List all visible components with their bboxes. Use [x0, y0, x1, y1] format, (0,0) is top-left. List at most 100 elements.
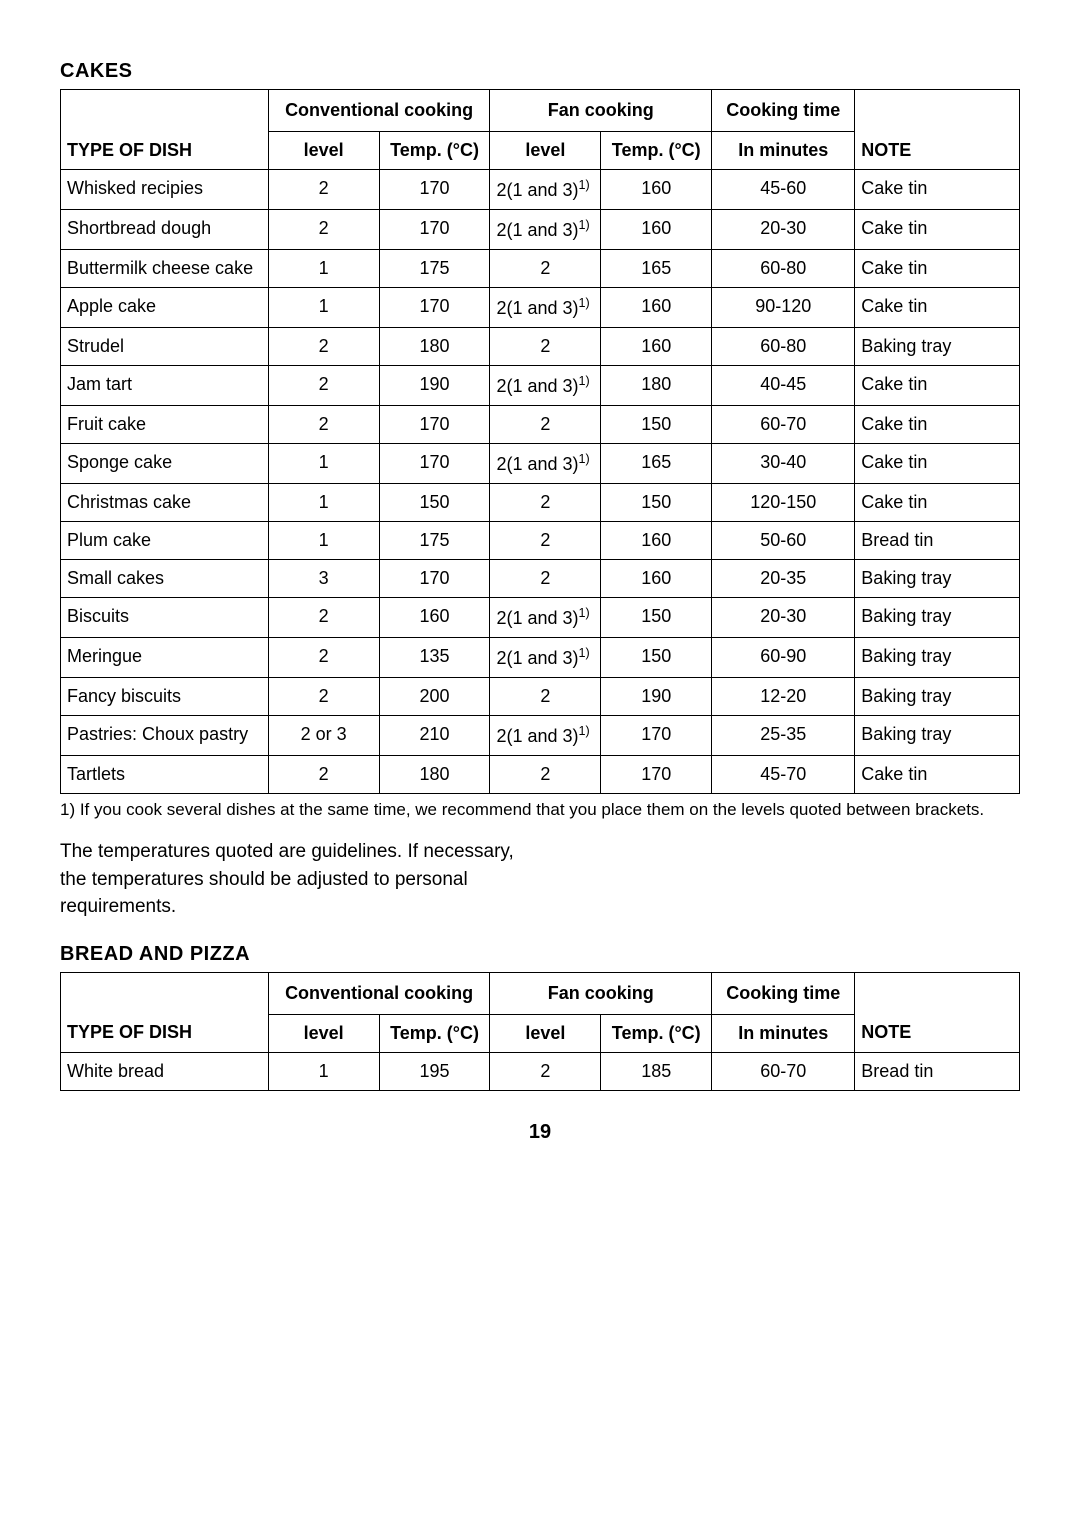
- bread-table: Conventional cooking Fan cooking Cooking…: [60, 972, 1020, 1091]
- note-cell: Baking tray: [855, 598, 1020, 638]
- conv-level-cell: 3: [268, 560, 379, 598]
- bread-note-header: NOTE: [855, 1014, 1020, 1052]
- cakes-conv-level-header: level: [268, 132, 379, 170]
- time-cell: 30-40: [712, 444, 855, 484]
- note-cell: Cake tin: [855, 366, 1020, 406]
- fan-temp-cell: 160: [601, 560, 712, 598]
- dish-cell: Jam tart: [61, 366, 269, 406]
- fan-level-cell: 2: [490, 406, 601, 444]
- time-cell: 25-35: [712, 716, 855, 756]
- note-cell: Baking tray: [855, 678, 1020, 716]
- table-row: Jam tart21902(1 and 3)1)18040-45Cake tin: [61, 366, 1020, 406]
- fan-temp-cell: 170: [601, 716, 712, 756]
- table-row: Fruit cake2170215060-70Cake tin: [61, 406, 1020, 444]
- conv-temp-cell: 175: [379, 250, 490, 288]
- note-cell: Baking tray: [855, 328, 1020, 366]
- conv-level-cell: 2 or 3: [268, 716, 379, 756]
- time-cell: 120-150: [712, 484, 855, 522]
- note-cell: Cake tin: [855, 288, 1020, 328]
- note-cell: Cake tin: [855, 210, 1020, 250]
- time-cell: 40-45: [712, 366, 855, 406]
- note-cell: Bread tin: [855, 522, 1020, 560]
- cakes-fan-temp-header: Temp. (°C): [601, 132, 712, 170]
- conv-temp-cell: 170: [379, 560, 490, 598]
- dish-cell: Pastries: Choux pastry: [61, 716, 269, 756]
- table-row: Small cakes3170216020-35Baking tray: [61, 560, 1020, 598]
- dish-cell: Whisked recipies: [61, 170, 269, 210]
- fan-level-cell: 2: [490, 1052, 601, 1090]
- fan-temp-cell: 165: [601, 250, 712, 288]
- fan-level-cell: 2(1 and 3)1): [490, 444, 601, 484]
- conv-level-cell: 2: [268, 210, 379, 250]
- dish-cell: Fruit cake: [61, 406, 269, 444]
- fan-level-cell: 2: [490, 484, 601, 522]
- note-cell: Cake tin: [855, 170, 1020, 210]
- fan-level-cell: 2: [490, 678, 601, 716]
- note-cell: Cake tin: [855, 406, 1020, 444]
- table-row: Fancy biscuits2200219012-20Baking tray: [61, 678, 1020, 716]
- dish-cell: Strudel: [61, 328, 269, 366]
- fan-level-cell: 2: [490, 756, 601, 794]
- conv-temp-cell: 210: [379, 716, 490, 756]
- dish-cell: Apple cake: [61, 288, 269, 328]
- bread-fan-header: Fan cooking: [490, 972, 712, 1014]
- time-cell: 60-70: [712, 1052, 855, 1090]
- time-cell: 60-80: [712, 328, 855, 366]
- dish-cell: White bread: [61, 1052, 269, 1090]
- cakes-table: Conventional cooking Fan cooking Cooking…: [60, 89, 1020, 794]
- fan-level-cell: 2: [490, 250, 601, 288]
- conv-temp-cell: 170: [379, 210, 490, 250]
- dish-cell: Christmas cake: [61, 484, 269, 522]
- conv-temp-cell: 180: [379, 756, 490, 794]
- bread-section-title: BREAD AND PIZZA: [60, 943, 1020, 966]
- dish-cell: Small cakes: [61, 560, 269, 598]
- conv-level-cell: 2: [268, 366, 379, 406]
- conv-level-cell: 2: [268, 598, 379, 638]
- conv-temp-cell: 170: [379, 444, 490, 484]
- cakes-conv-temp-header: Temp. (°C): [379, 132, 490, 170]
- conv-temp-cell: 170: [379, 406, 490, 444]
- dish-cell: Meringue: [61, 638, 269, 678]
- bread-fan-level-header: level: [490, 1014, 601, 1052]
- conv-level-cell: 1: [268, 288, 379, 328]
- table-row: White bread1195218560-70Bread tin: [61, 1052, 1020, 1090]
- bread-conventional-header: Conventional cooking: [268, 972, 490, 1014]
- conv-level-cell: 2: [268, 638, 379, 678]
- dish-cell: Plum cake: [61, 522, 269, 560]
- table-row: Biscuits21602(1 and 3)1)15020-30Baking t…: [61, 598, 1020, 638]
- fan-level-cell: 2(1 and 3)1): [490, 598, 601, 638]
- cakes-section-title: CAKES: [60, 60, 1020, 83]
- table-row: Sponge cake11702(1 and 3)1)16530-40Cake …: [61, 444, 1020, 484]
- fan-temp-cell: 150: [601, 406, 712, 444]
- conv-temp-cell: 135: [379, 638, 490, 678]
- cakes-fan-level-header: level: [490, 132, 601, 170]
- cakes-minutes-header: In minutes: [712, 132, 855, 170]
- bread-cooktime-header: Cooking time: [712, 972, 855, 1014]
- conv-level-cell: 2: [268, 170, 379, 210]
- table-row: Plum cake1175216050-60Bread tin: [61, 522, 1020, 560]
- dish-cell: Sponge cake: [61, 444, 269, 484]
- note-cell: Cake tin: [855, 756, 1020, 794]
- time-cell: 45-70: [712, 756, 855, 794]
- time-cell: 20-35: [712, 560, 855, 598]
- conv-level-cell: 2: [268, 678, 379, 716]
- dish-cell: Shortbread dough: [61, 210, 269, 250]
- dish-cell: Tartlets: [61, 756, 269, 794]
- table-row: Pastries: Choux pastry2 or 32102(1 and 3…: [61, 716, 1020, 756]
- note-cell: Bread tin: [855, 1052, 1020, 1090]
- conv-level-cell: 2: [268, 406, 379, 444]
- time-cell: 20-30: [712, 598, 855, 638]
- time-cell: 50-60: [712, 522, 855, 560]
- dish-cell: Fancy biscuits: [61, 678, 269, 716]
- fan-temp-cell: 160: [601, 522, 712, 560]
- fan-level-cell: 2(1 and 3)1): [490, 716, 601, 756]
- conv-level-cell: 1: [268, 250, 379, 288]
- fan-level-cell: 2: [490, 328, 601, 366]
- fan-temp-cell: 170: [601, 756, 712, 794]
- conv-temp-cell: 170: [379, 288, 490, 328]
- table-row: Meringue21352(1 and 3)1)15060-90Baking t…: [61, 638, 1020, 678]
- note-cell: Cake tin: [855, 250, 1020, 288]
- fan-temp-cell: 150: [601, 484, 712, 522]
- cakes-conventional-header: Conventional cooking: [268, 90, 490, 132]
- page-number: 19: [60, 1121, 1020, 1144]
